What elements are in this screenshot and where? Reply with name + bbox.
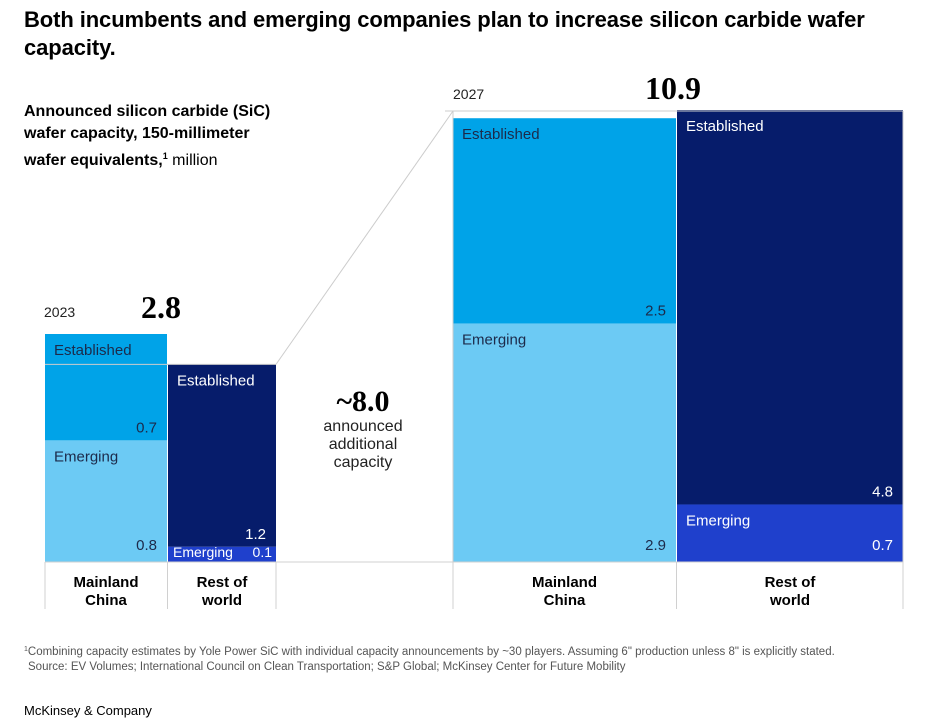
chart-title: Both incumbents and emerging companies p… (24, 7, 865, 60)
category-label-line: China (543, 592, 586, 609)
additional-capacity-line1: announced (323, 418, 403, 435)
segment-label: Emerging (686, 512, 750, 529)
connector-line (275, 110, 454, 365)
total-2023: 2.8 (141, 289, 181, 325)
total-2027: 10.9 (645, 70, 701, 106)
category-label-line: Rest of (764, 574, 816, 591)
data-label: 0.1 (253, 544, 273, 560)
additional-capacity-note: ~8.0 announced additional capacity (300, 386, 426, 472)
additional-capacity-line2: additional (328, 436, 398, 453)
data-label: 0.7 (136, 419, 157, 436)
segment-label: Established (686, 118, 764, 135)
bar-2027-china-established (453, 118, 676, 324)
additional-capacity-line3: capacity (333, 454, 393, 471)
footnote-source: Source: EV Volumes; International Counci… (28, 661, 626, 673)
segment-label: Emerging (173, 544, 233, 560)
year-2023-label: 2023 (44, 304, 76, 320)
category-label-2023-row: Rest of world (168, 574, 276, 610)
subtitle-unit: million (167, 152, 218, 169)
segment-label: Established (462, 126, 540, 143)
data-label: 0.7 (872, 537, 893, 554)
subtitle-main: Announced silicon carbide (SiC) wafer ca… (24, 103, 271, 169)
chart-subtitle: Announced silicon carbide (SiC) wafer ca… (24, 101, 274, 172)
bar-2027-row-established (677, 110, 903, 505)
category-label-line: China (85, 592, 127, 609)
year-2027-label: 2027 (453, 86, 485, 102)
category-label-2023-china: Mainland China (45, 574, 167, 610)
bar-2027-row-emerging (677, 504, 903, 562)
category-label-line: world (202, 592, 242, 609)
mckinsey-logo: McKinsey & Company (24, 703, 152, 718)
bar-2027-china-emerging (453, 323, 676, 562)
data-label: 4.8 (872, 483, 893, 500)
bar-2023-china-emerging (45, 440, 167, 562)
segment-label: Established (177, 372, 255, 389)
category-label-2027-row: Rest of world (677, 574, 903, 610)
segment-label: Established (54, 342, 132, 359)
footnote-line-1: 1Combining capacity estimates by Yole Po… (24, 642, 934, 660)
segment-label: Emerging (462, 332, 526, 349)
bar-2023-row-emerging (168, 546, 276, 562)
data-label: 2.9 (645, 537, 666, 554)
additional-capacity-value: ~8.0 (336, 385, 390, 418)
category-label-line: Rest of (196, 574, 248, 591)
footnote: 1Combining capacity estimates by Yole Po… (24, 642, 934, 675)
bar-2023-row-established (168, 364, 276, 547)
footnote-marker: 1 (24, 646, 28, 653)
data-label: 0.8 (136, 537, 157, 554)
segment-label: Emerging (54, 448, 118, 465)
data-label: 1.2 (245, 526, 266, 543)
category-label-line: Mainland (73, 574, 139, 591)
category-label-line: world (770, 592, 810, 609)
category-label-line: Mainland (531, 574, 597, 591)
category-label-2027-china: Mainland China (453, 574, 676, 610)
subtitle-footnote-marker: 1 (162, 151, 168, 161)
bar-2023-china-established (45, 334, 167, 441)
data-label: 2.5 (645, 303, 666, 320)
footnote-text: Combining capacity estimates by Yole Pow… (27, 646, 835, 658)
